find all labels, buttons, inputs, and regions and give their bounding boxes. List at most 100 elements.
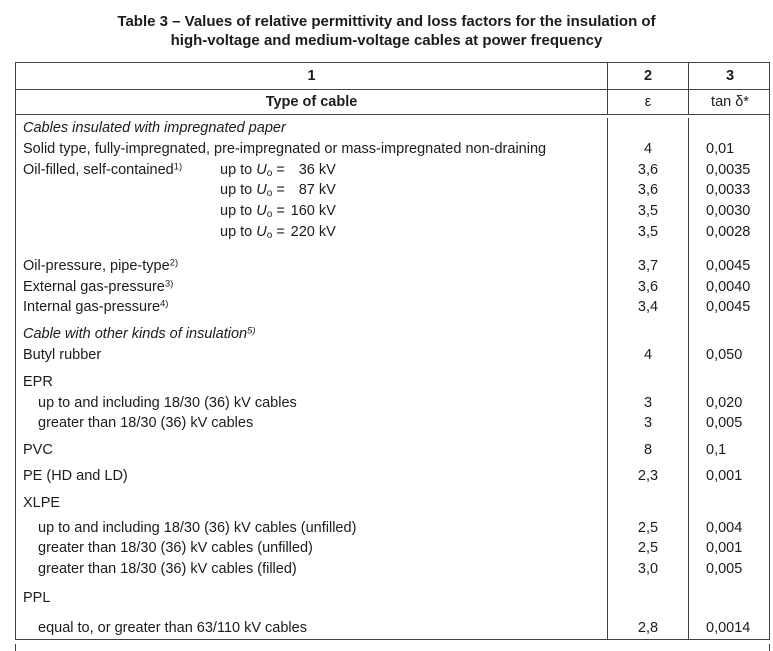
table-row: greater than 18/30 (36) kV cables 3 0,005 bbox=[16, 413, 771, 435]
loss-factor-cell: 0,0040 bbox=[688, 276, 771, 298]
loss-factor-cell: 0,0028 bbox=[688, 221, 771, 243]
permittivity-cell: 4 bbox=[607, 138, 688, 160]
spacer-row bbox=[16, 579, 769, 588]
voltage-label: up to Uo = 36 kV bbox=[220, 161, 336, 179]
footnote-marker: 5) bbox=[247, 325, 256, 337]
cable-type-cell: greater than 18/30 (36) kV cables (unfil… bbox=[16, 538, 607, 559]
cable-type-label: greater than 18/30 (36) kV cables (fille… bbox=[38, 561, 297, 578]
cable-type-label: greater than 18/30 (36) kV cables bbox=[38, 415, 254, 432]
voltage-symbol: U bbox=[256, 161, 267, 178]
cable-type-cell: XLPE bbox=[16, 493, 607, 514]
loss-factor-cell: 0,0033 bbox=[688, 180, 771, 202]
cable-type-cell: Internal gas-pressure4) bbox=[16, 297, 607, 318]
cable-type-cell: Oil-pressure, pipe-type2) bbox=[16, 256, 607, 277]
loss-factor-cell bbox=[688, 242, 771, 256]
table-row: greater than 18/30 (36) kV cables (unfil… bbox=[16, 538, 771, 560]
cable-type-label: PVC bbox=[23, 442, 53, 459]
voltage-value: 160 bbox=[290, 203, 315, 220]
permittivity-cell: 3,5 bbox=[607, 201, 688, 222]
permittivity-cell: 3,6 bbox=[607, 276, 688, 298]
loss-factor-cell bbox=[688, 371, 771, 393]
permittivity-cell bbox=[607, 318, 688, 325]
loss-factor-cell: 0,001 bbox=[688, 538, 771, 560]
cable-type-label: greater than 18/30 (36) kV cables (unfil… bbox=[38, 540, 313, 557]
permittivity-cell bbox=[607, 434, 688, 441]
cable-type-label: Oil-filled, self-contained1) bbox=[23, 161, 183, 178]
loss-factor-cell: 0,0014 bbox=[688, 617, 771, 639]
permittivity-cell bbox=[607, 324, 688, 345]
permittivity-cell: 3,6 bbox=[607, 159, 688, 181]
column-header-row: Type of cable ε tan δ* bbox=[16, 89, 769, 115]
permittivity-cell bbox=[607, 118, 688, 139]
cable-type-label: EPR bbox=[23, 373, 53, 390]
spacer-row bbox=[16, 434, 771, 441]
cable-type-label: XLPE bbox=[23, 494, 61, 511]
table-continuation bbox=[15, 643, 770, 651]
cable-type-cell: Butyl rubber bbox=[16, 345, 607, 366]
col3-number: 3 bbox=[688, 63, 771, 89]
loss-factor-cell: 0,004 bbox=[688, 517, 771, 539]
footnote-marker: 3) bbox=[164, 278, 174, 290]
table-row: Internal gas-pressure4) 3,4 0,0045 bbox=[16, 297, 769, 319]
permittivity-cell: 3 bbox=[607, 413, 688, 435]
table-row: PPL bbox=[16, 587, 771, 609]
loss-factor-cell bbox=[688, 513, 771, 518]
cable-type-label: up to and including 18/30 (36) kV cables bbox=[38, 394, 297, 411]
cable-type-label: Internal gas-pressure4) bbox=[23, 298, 169, 316]
spacer-row bbox=[16, 608, 769, 618]
cable-type-label: Cable with other kinds of insulation5) bbox=[23, 325, 256, 343]
spacer-row bbox=[16, 318, 771, 325]
loss-factor-cell bbox=[688, 587, 771, 609]
footnote-marker: 2) bbox=[169, 257, 179, 269]
voltage-label: up to Uo = 87 kV bbox=[220, 182, 336, 200]
voltage-symbol-subscript: o bbox=[266, 229, 273, 241]
spacer-row bbox=[16, 242, 771, 256]
table-title: Table 3 – Values of relative permittivit… bbox=[0, 0, 773, 50]
loss-factor-cell: 0,01 bbox=[688, 138, 771, 160]
loss-factor-cell bbox=[688, 434, 771, 441]
loss-factor-cell bbox=[688, 324, 771, 345]
cable-type-cell: PE (HD and LD) bbox=[16, 466, 607, 487]
loss-factor-cell bbox=[688, 118, 771, 139]
table-row: XLPE bbox=[16, 492, 771, 514]
loss-factor-cell bbox=[688, 365, 771, 372]
spacer-row bbox=[16, 513, 771, 518]
cable-type-cell: up to Uo = 87 kV bbox=[16, 180, 607, 201]
table-row: EPR bbox=[16, 371, 771, 393]
loss-factor-cell bbox=[688, 492, 771, 514]
cable-type-cell: External gas-pressure3) bbox=[16, 277, 607, 298]
cable-type-cell: up to and including 18/30 (36) kV cables bbox=[16, 393, 607, 414]
permittivity-cell bbox=[607, 242, 688, 256]
spacer-row bbox=[16, 460, 769, 466]
col1-number: 1 bbox=[307, 68, 316, 84]
table-row: equal to, or greater than 63/110 kV cabl… bbox=[16, 617, 771, 639]
permittivity-cell: 4 bbox=[607, 344, 688, 366]
cable-type-label: equal to, or greater than 63/110 kV cabl… bbox=[38, 619, 307, 636]
cable-type-label: PPL bbox=[23, 589, 51, 606]
loss-factor-cell: 0,005 bbox=[688, 559, 771, 580]
cable-type-label: External gas-pressure3) bbox=[23, 278, 174, 295]
loss-factor-cell bbox=[688, 318, 771, 325]
cable-type-cell: PVC bbox=[16, 440, 607, 461]
voltage-value: 220 bbox=[290, 223, 315, 240]
permittivity-cell bbox=[607, 492, 688, 514]
voltage-label: up to Uo = 160 kV bbox=[220, 203, 336, 221]
cable-type-cell: Cables insulated with impregnated paper bbox=[16, 118, 607, 139]
cable-type-label: Solid type, fully-impregnated, pre-impre… bbox=[23, 140, 547, 157]
col2-number: 2 bbox=[607, 63, 688, 89]
table-row: PVC 8 0,1 bbox=[16, 440, 769, 461]
loss-factor-cell: 0,005 bbox=[688, 413, 771, 435]
voltage-label: up to Uo = 220 kV bbox=[220, 223, 336, 241]
column-number-row: 1 2 3 bbox=[16, 63, 769, 90]
cable-type-cell: Cable with other kinds of insulation5) bbox=[16, 324, 607, 345]
cable-type-label: Oil-pressure, pipe-type2) bbox=[23, 257, 179, 274]
voltage-symbol: U bbox=[256, 182, 267, 199]
table-row: Cable with other kinds of insulation5) bbox=[16, 324, 769, 345]
permittivity-cell: 2,5 bbox=[607, 517, 688, 539]
permittivity-cell: 2,5 bbox=[607, 538, 688, 560]
voltage-value: 87 bbox=[298, 182, 315, 199]
table-row: up to and including 18/30 (36) kV cables… bbox=[16, 392, 769, 414]
permittivity-cell bbox=[607, 365, 688, 372]
cable-type-label: up to and including 18/30 (36) kV cables… bbox=[38, 519, 357, 536]
cable-type-cell bbox=[16, 609, 607, 618]
